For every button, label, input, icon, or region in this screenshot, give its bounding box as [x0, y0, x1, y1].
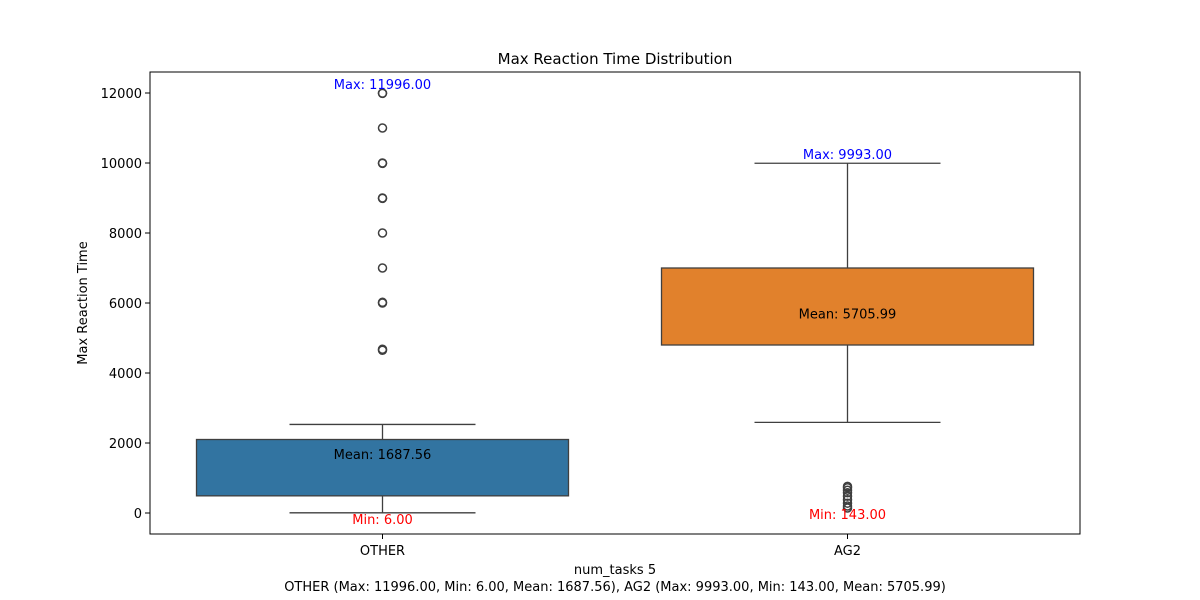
y-tick-label: 8000	[109, 227, 142, 242]
x-tick-label: AG2	[834, 544, 861, 559]
outlier-point	[377, 228, 388, 238]
y-axis-label: Max Reaction Time	[76, 241, 91, 364]
outlier-point	[842, 481, 853, 492]
outlier-point	[842, 501, 853, 511]
box-other	[195, 438, 570, 497]
max-label: Max: 9993.00	[803, 148, 892, 163]
mean-label: Mean: 5705.99	[799, 307, 897, 322]
outlier-point	[377, 158, 388, 168]
y-tick-label: 2000	[109, 437, 142, 452]
y-tick-label: 4000	[109, 367, 142, 382]
y-tick-label: 6000	[109, 297, 142, 312]
outlier-point	[377, 344, 388, 354]
chart-subtitle: OTHER (Max: 11996.00, Min: 6.00, Mean: 1…	[284, 580, 946, 595]
min-label: Min: 143.00	[809, 508, 886, 523]
outlier-point	[842, 498, 853, 508]
box-ag2	[660, 267, 1035, 346]
y-tick-label: 0	[134, 507, 142, 522]
x-tick-label: OTHER	[360, 544, 405, 559]
outlier-point	[377, 193, 388, 203]
plot-frame	[149, 71, 1081, 535]
outlier-point	[377, 88, 388, 98]
x-axis-label: num_tasks 5	[574, 563, 656, 578]
max-label: Max: 11996.00	[334, 78, 431, 93]
y-tick-label: 12000	[101, 87, 142, 102]
outlier-point	[377, 123, 388, 133]
outlier-point	[377, 297, 388, 308]
chart-title: Max Reaction Time Distribution	[498, 50, 733, 68]
outlier-point	[377, 263, 388, 273]
y-tick-label: 10000	[101, 157, 142, 172]
plot-area: 0 2000 4000 6000 8000 10000 12000 OTHER AG2 Max: …	[101, 78, 1035, 559]
outlier-point	[842, 494, 853, 505]
mean-label: Mean: 1687.56	[334, 448, 432, 463]
min-label: Min: 6.00	[352, 513, 413, 528]
